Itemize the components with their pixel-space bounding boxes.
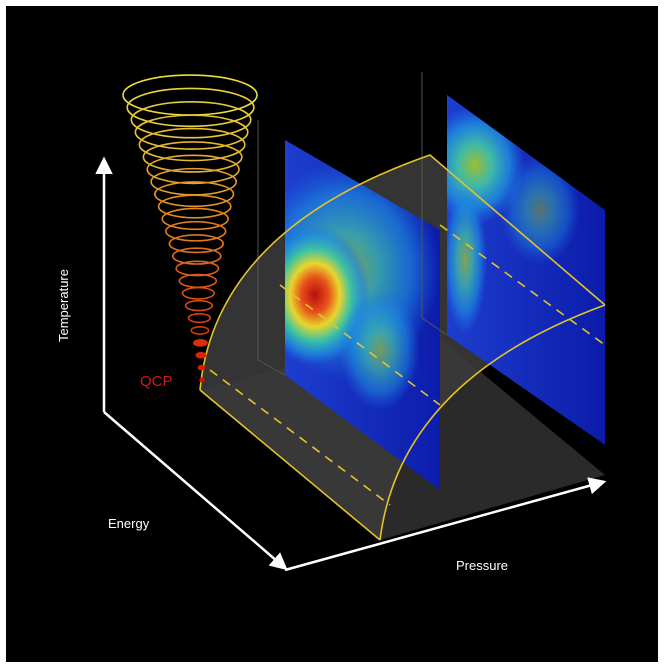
axis-label: Temperature (56, 269, 71, 342)
axis-label: Energy (108, 516, 150, 531)
cone-ring (198, 366, 204, 370)
page: Temperature Energy Pressure QCP (() => {… (0, 0, 665, 668)
cone-ring (194, 340, 207, 346)
diagram: Temperature Energy Pressure QCP (0, 0, 665, 668)
axis-label: Pressure (456, 558, 508, 573)
cone-ring (196, 353, 205, 358)
cone-ring (200, 378, 204, 382)
qcp-label: QCP (140, 373, 173, 390)
